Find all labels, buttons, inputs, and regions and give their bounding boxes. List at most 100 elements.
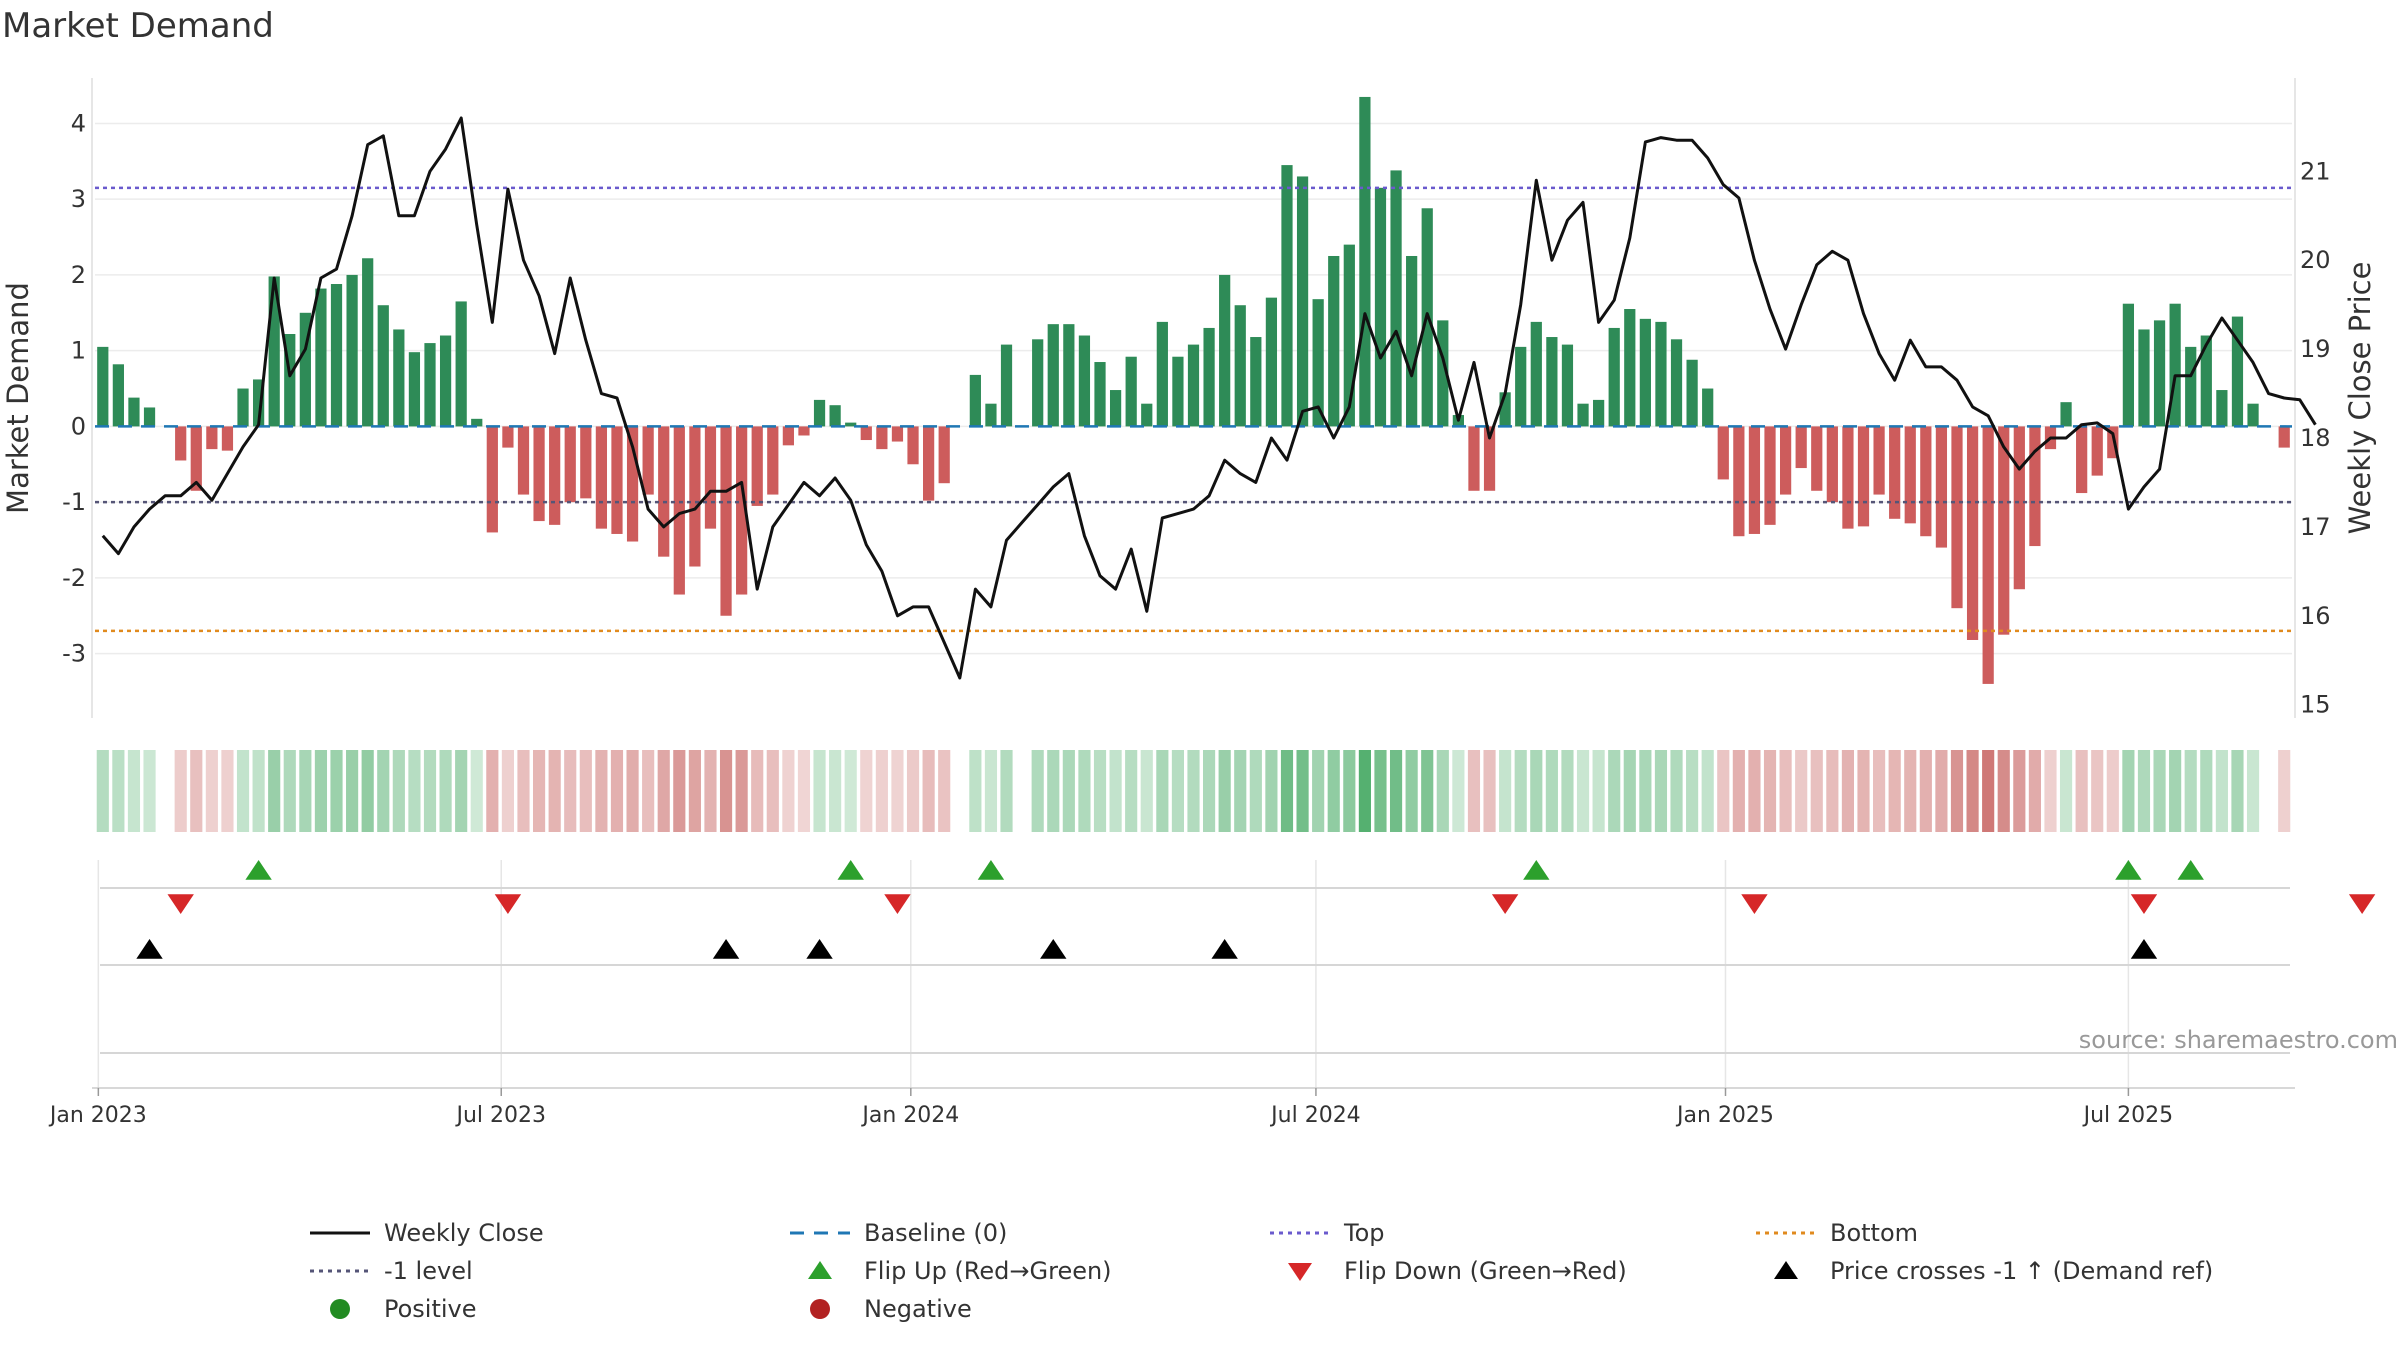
demand-bar	[533, 426, 545, 522]
heat-cell	[642, 750, 655, 832]
demand-bar	[2013, 426, 2025, 590]
price-cross-marker	[2130, 939, 2158, 959]
y2-tick-label: 21	[2300, 157, 2331, 185]
heat-cell	[1000, 750, 1013, 832]
heat-cell	[1436, 750, 1449, 832]
heat-cell	[1795, 750, 1808, 832]
heat-cell	[891, 750, 904, 832]
heat-cell	[159, 750, 171, 832]
negative-legend-swatch	[788, 1294, 852, 1324]
demand-bar	[1265, 297, 1278, 427]
demand-bar	[1811, 426, 1823, 491]
demand-heat-strip	[96, 750, 2291, 832]
demand-bar	[1748, 426, 1761, 534]
demand-bar	[2231, 316, 2244, 427]
demand-bar	[1857, 426, 1870, 527]
legend-label: Negative	[864, 1295, 972, 1323]
heat-cell	[860, 750, 873, 832]
legend-label: Price crosses -1 ↑ (Demand ref)	[1830, 1257, 2214, 1285]
legend-label: Bottom	[1830, 1219, 1919, 1247]
demand-bar	[315, 288, 327, 427]
demand-bar	[580, 426, 592, 499]
demand-bar	[813, 399, 826, 427]
heat-cell	[2106, 750, 2119, 832]
y2-axis-label: Weekly Close Price	[2343, 262, 2377, 535]
heat-cell	[361, 750, 374, 832]
heat-cell	[2246, 750, 2260, 832]
demand-bar	[471, 418, 483, 427]
heat-cell	[455, 750, 468, 832]
demand-bar	[2169, 303, 2181, 427]
heat-cell	[1748, 750, 1761, 832]
demand-bar	[1842, 426, 1854, 529]
heat-cell	[127, 750, 141, 832]
demand-bar	[97, 346, 109, 427]
heat-cell	[1717, 750, 1730, 832]
heat-cell	[1374, 750, 1387, 832]
heat-cell	[1265, 750, 1278, 832]
demand-bar	[1078, 335, 1091, 427]
demand-bar	[1593, 399, 1605, 427]
demand-bar	[1406, 255, 1418, 427]
heat-cell	[221, 750, 234, 832]
demand-bar	[1234, 305, 1246, 427]
flip-up-marker	[2115, 860, 2142, 880]
price-cross-marker	[712, 939, 740, 959]
price-cross-marker	[1211, 939, 1238, 959]
heat-cell	[1389, 750, 1403, 832]
demand-bar	[330, 284, 343, 427]
demand-bar	[517, 426, 530, 495]
axis-spines	[91, 78, 2296, 1089]
heat-cell	[112, 750, 125, 832]
demand-bar	[128, 397, 140, 427]
x-axis-ticks: Jan 2023 Jul 2023 Jan 2024 Jul 2024 Jan 2025…	[48, 1088, 2173, 1128]
heat-cell	[595, 750, 608, 832]
demand-bar	[237, 388, 249, 427]
demand-bar	[2029, 426, 2041, 547]
legend-label: Flip Up (Red→Green)	[864, 1257, 1112, 1285]
legend-item-price_cross: Price crosses -1 ↑ (Demand ref)	[1754, 1256, 2213, 1286]
x-tick-label: Jul 2025	[2082, 1103, 2174, 1128]
demand-bar	[1639, 318, 1651, 427]
bottom-legend-swatch	[1754, 1218, 1818, 1248]
demand-bar	[923, 426, 935, 501]
demand-bar	[190, 426, 202, 491]
demand-bar	[1935, 426, 1948, 548]
heat-cell	[782, 750, 795, 832]
demand-bar	[2060, 402, 2072, 427]
demand-bar	[1561, 344, 1574, 427]
heat-cell	[1156, 750, 1169, 832]
source-label: source: sharemaestro.com	[2079, 1026, 2398, 1054]
legend-item-bottom: Bottom	[1754, 1218, 1918, 1248]
legend-item-flip_up: Flip Up (Red→Green)	[788, 1256, 1112, 1286]
heat-cell	[1561, 750, 1574, 832]
demand-bar	[2138, 329, 2150, 427]
heat-cell	[236, 750, 250, 832]
heat-cell	[1031, 750, 1044, 832]
y2-tick-label: 19	[2300, 335, 2331, 363]
y2-tick-label: 18	[2300, 424, 2331, 452]
heat-cell	[1109, 750, 1122, 832]
y-axis-label: Market Demand	[1, 282, 35, 514]
heat-cell	[1187, 750, 1200, 832]
weekly_close-legend-swatch	[308, 1218, 372, 1248]
heat-cell	[143, 750, 156, 832]
legend-label: Weekly Close	[384, 1219, 544, 1247]
heat-cell	[283, 750, 296, 832]
heat-cell	[829, 750, 842, 832]
demand-bar	[1063, 324, 1075, 427]
demand-bar	[1250, 337, 1262, 427]
heat-cell	[299, 750, 312, 832]
heat-cell	[1499, 750, 1512, 832]
y-tick-label: 2	[71, 261, 86, 289]
flip-down-marker	[1491, 894, 1519, 914]
demand-bar	[439, 335, 452, 427]
demand-bar	[876, 426, 888, 450]
heat-cell	[1545, 750, 1558, 832]
heat-cell	[2137, 750, 2151, 832]
price-line-group	[101, 116, 2317, 680]
demand-bar	[1125, 356, 1137, 427]
heat-cell	[938, 750, 951, 832]
y-tick-label: -3	[62, 640, 86, 668]
price-cross-marker	[136, 939, 163, 959]
